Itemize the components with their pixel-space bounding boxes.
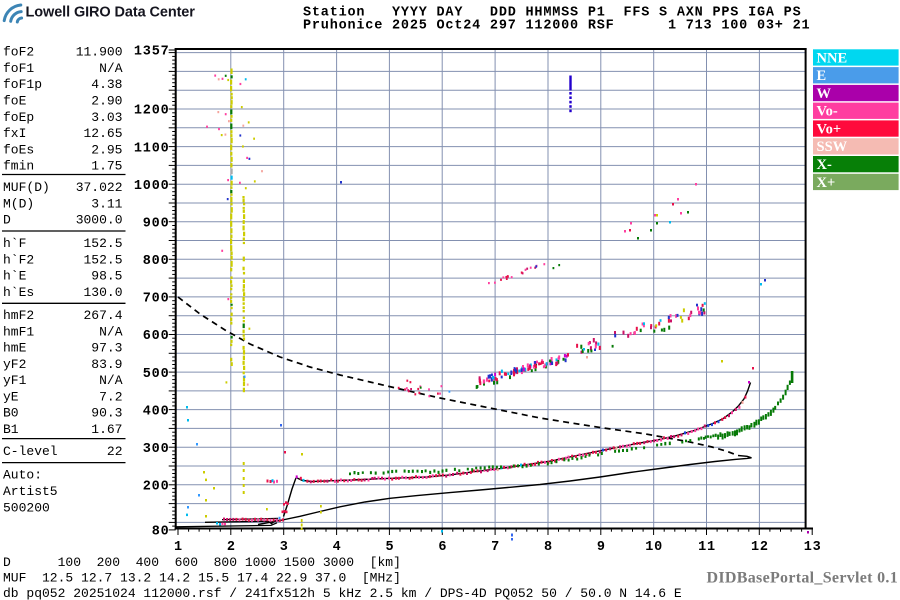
svg-text:W: W (817, 86, 832, 102)
svg-text:M(D): M(D) (3, 196, 34, 211)
svg-text:130.0: 130.0 (83, 285, 122, 300)
svg-text:500: 500 (143, 367, 170, 382)
svg-text:9: 9 (597, 540, 606, 555)
svg-text:300: 300 (143, 442, 170, 457)
svg-text:8: 8 (544, 540, 553, 555)
svg-text:2: 2 (227, 540, 236, 555)
svg-text:Pruhonice 2025 Oct24 297 11200: Pruhonice 2025 Oct24 297 112000 RSF 1 71… (303, 19, 810, 34)
svg-text:500200: 500200 (3, 500, 50, 515)
svg-text:400: 400 (143, 404, 170, 419)
svg-text:2.90: 2.90 (91, 94, 122, 109)
svg-text:11: 11 (698, 540, 716, 555)
svg-text:foE: foE (3, 94, 27, 109)
svg-text:90.3: 90.3 (91, 406, 122, 421)
svg-text:11.900: 11.900 (76, 45, 123, 60)
svg-text:7.2: 7.2 (99, 389, 122, 404)
svg-text:NNE: NNE (817, 50, 848, 66)
svg-text:152.5: 152.5 (83, 253, 122, 268)
svg-text:4: 4 (333, 540, 342, 555)
svg-text:Auto:: Auto: (3, 468, 42, 483)
svg-text:12: 12 (751, 540, 769, 555)
svg-text:yF1: yF1 (3, 373, 27, 388)
svg-text:37.022: 37.022 (76, 180, 123, 195)
svg-text:N/A: N/A (99, 324, 123, 339)
svg-text:MUF 12.5 12.7 13.2 14.2 15.5: MUF 12.5 12.7 13.2 14.2 15.5 17.4 22.9 3… (3, 571, 401, 586)
svg-text:foEs: foEs (3, 142, 34, 157)
svg-text:152.5: 152.5 (83, 236, 122, 251)
svg-text:hmE: hmE (3, 341, 27, 356)
svg-text:3: 3 (280, 540, 289, 555)
svg-text:2.95: 2.95 (91, 142, 122, 157)
svg-text:db pq052 20251024 112000.rsf /: db pq052 20251024 112000.rsf / 241fx512h… (3, 586, 682, 600)
svg-text:83.9: 83.9 (91, 357, 122, 372)
svg-text:N/A: N/A (99, 373, 123, 388)
svg-text:X+: X+ (817, 175, 836, 191)
svg-text:800: 800 (143, 254, 170, 269)
svg-text:200: 200 (143, 480, 170, 495)
svg-text:12.65: 12.65 (83, 126, 122, 141)
svg-text:fmin: fmin (3, 159, 34, 174)
svg-text:foF1p: foF1p (3, 77, 42, 92)
svg-text:fxI: fxI (3, 126, 26, 141)
svg-text:Station YYYY DAY DDD HHMMS: Station YYYY DAY DDD HHMMSS P1 FFS S AXN… (303, 6, 801, 21)
svg-text:E: E (817, 68, 827, 84)
svg-text:1.75: 1.75 (91, 159, 122, 174)
svg-text:80: 80 (152, 525, 170, 540)
svg-text:6: 6 (438, 540, 447, 555)
svg-text:97.3: 97.3 (91, 341, 122, 356)
svg-text:1.67: 1.67 (91, 422, 122, 437)
svg-text:h`Es: h`Es (3, 285, 34, 300)
svg-text:1357: 1357 (134, 45, 170, 60)
svg-text:yE: yE (3, 389, 19, 404)
svg-text:22: 22 (107, 444, 123, 459)
svg-text:B1: B1 (3, 422, 19, 437)
svg-text:MUF(D): MUF(D) (3, 180, 50, 195)
svg-text:600: 600 (143, 329, 170, 344)
svg-text:700: 700 (143, 292, 170, 307)
svg-text:1100: 1100 (134, 141, 170, 156)
svg-text:98.5: 98.5 (91, 269, 122, 284)
svg-text:yF2: yF2 (3, 357, 26, 372)
svg-text:Vo-: Vo- (817, 104, 838, 120)
svg-text:X-: X- (817, 157, 832, 173)
svg-text:900: 900 (143, 217, 170, 232)
svg-text:10: 10 (645, 540, 663, 555)
svg-text:Vo+: Vo+ (817, 121, 842, 137)
svg-text:hmF1: hmF1 (3, 324, 34, 339)
svg-text:3000.0: 3000.0 (76, 213, 123, 228)
svg-text:foF2: foF2 (3, 45, 34, 60)
svg-text:13: 13 (804, 540, 822, 555)
svg-text:D: D (3, 213, 11, 228)
svg-text:foEp: foEp (3, 110, 34, 125)
svg-text:C-level: C-level (3, 444, 58, 459)
svg-text:hmF2: hmF2 (3, 308, 34, 323)
svg-text:7: 7 (491, 540, 500, 555)
svg-text:267.4: 267.4 (83, 308, 122, 323)
svg-text:foF1: foF1 (3, 61, 34, 76)
svg-text:B0: B0 (3, 406, 19, 421)
svg-text:5: 5 (385, 540, 394, 555)
svg-text:1: 1 (174, 540, 183, 555)
svg-text:Lowell GIRO Data Center: Lowell GIRO Data Center (26, 4, 196, 20)
svg-text:h`F2: h`F2 (3, 253, 34, 268)
svg-text:4.38: 4.38 (91, 77, 122, 92)
svg-text:SSW: SSW (817, 139, 848, 155)
svg-text:3.03: 3.03 (91, 110, 122, 125)
svg-text:h`E: h`E (3, 269, 27, 284)
svg-text:Artist5: Artist5 (3, 484, 58, 499)
svg-text:h`F: h`F (3, 236, 26, 251)
svg-text:DIDBasePortal_Servlet 0.1: DIDBasePortal_Servlet 0.1 (707, 570, 898, 587)
svg-text:N/A: N/A (99, 61, 123, 76)
svg-text:D 100 200 400 600 800: D 100 200 400 600 800 1000 1500 3000 [km… (3, 555, 401, 570)
svg-text:1000: 1000 (134, 179, 170, 194)
svg-text:1200: 1200 (134, 104, 170, 119)
svg-text:3.11: 3.11 (91, 196, 122, 211)
